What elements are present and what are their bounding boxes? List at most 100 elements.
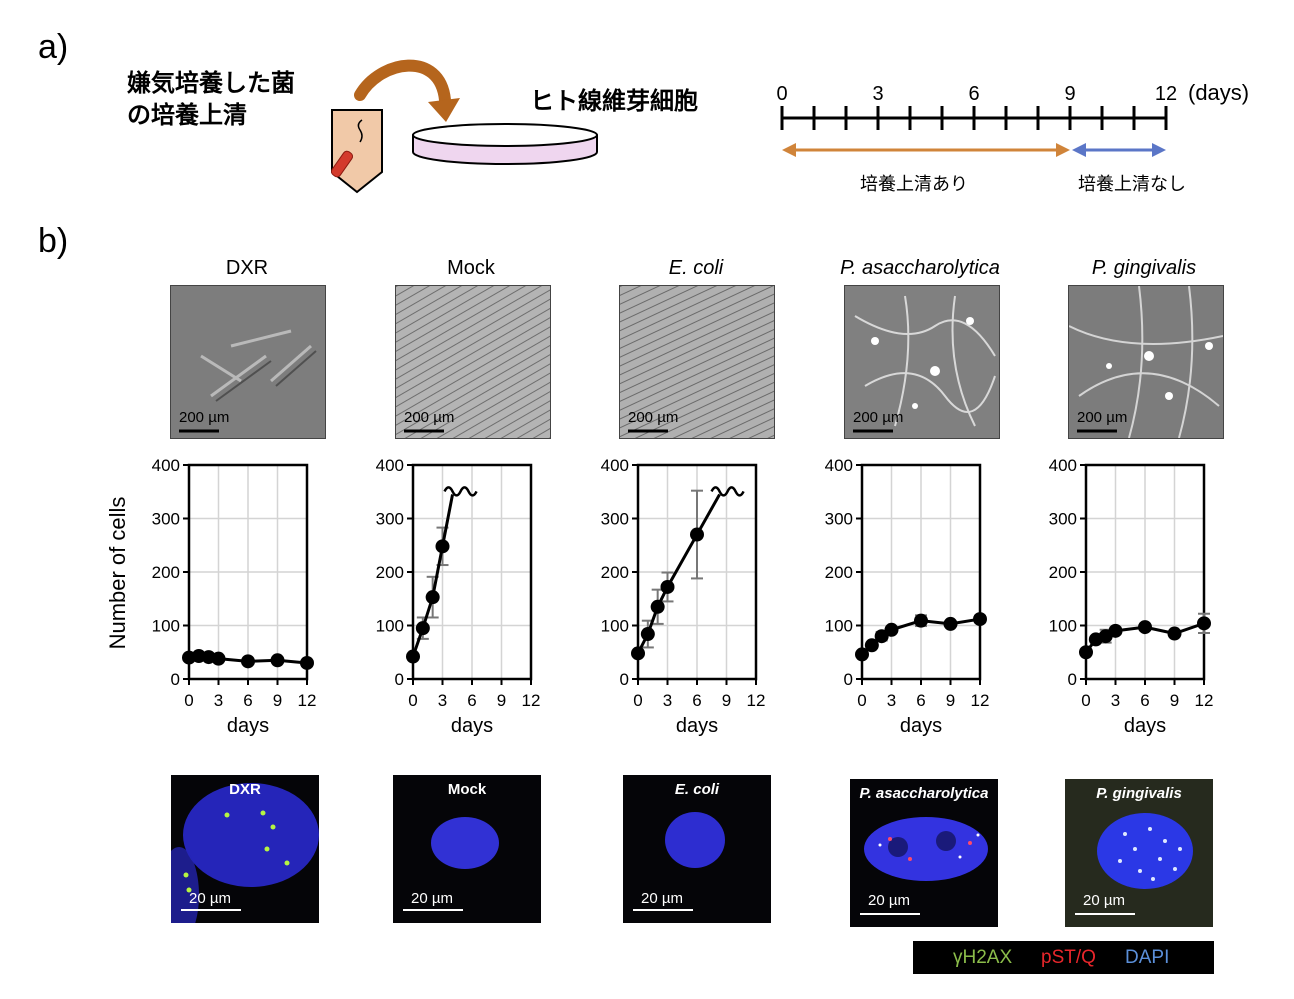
phase-scale-p-asaccharolytica: 200 µm xyxy=(853,409,904,426)
axis-break-mark xyxy=(710,486,745,497)
phase-image-ecoli: 200 µm xyxy=(619,285,775,439)
data-point xyxy=(1197,616,1211,631)
y-tick-label: 400 xyxy=(825,456,853,475)
data-point xyxy=(631,646,645,661)
legend-gh2ax: γH2AX xyxy=(953,947,1013,968)
y-tick-label: 300 xyxy=(152,510,180,529)
channel-legend: γH2AX pST/Q DAPI xyxy=(913,941,1214,974)
x-tick-label: 6 xyxy=(467,691,476,710)
x-tick-label: 3 xyxy=(214,691,223,710)
data-point xyxy=(425,590,440,605)
data-point xyxy=(270,653,285,668)
growth-chart-dxr: 0 100 200 300 400 0 3 6 9 12 days xyxy=(152,456,317,737)
y-tick-label: 400 xyxy=(376,456,404,475)
x-tick-label: 12 xyxy=(298,691,317,710)
phase-scale-dxr: 200 µm xyxy=(179,409,230,426)
x-tick-label: 3 xyxy=(663,691,672,710)
fluor-scale-p-gingivalis: 20 µm xyxy=(1083,892,1125,909)
growth-chart-ecoli: 0 100 200 300 400 0 3 6 9 12 days xyxy=(601,456,766,737)
phase-image-mock: 200 µm xyxy=(395,285,551,439)
y-tick-label: 0 xyxy=(1068,670,1077,689)
data-point xyxy=(650,599,665,614)
y-tick-label: 100 xyxy=(825,617,853,636)
phase-image-p-gingivalis: 200 µm xyxy=(1068,285,1224,439)
phase-scale-p-gingivalis: 200 µm xyxy=(1077,409,1128,426)
timeline-tick-0: 0 xyxy=(776,83,787,105)
x-axis-label: days xyxy=(1124,715,1166,737)
x-tick-label: 6 xyxy=(243,691,252,710)
supernatant-text-line2: の培養上清 xyxy=(127,101,247,129)
x-tick-label: 9 xyxy=(1170,691,1179,710)
y-tick-label: 100 xyxy=(1049,617,1077,636)
x-axis-label: days xyxy=(227,715,269,737)
x-tick-label: 9 xyxy=(946,691,955,710)
y-tick-label: 200 xyxy=(1049,563,1077,582)
panel-b-label: b) xyxy=(38,222,69,260)
x-tick-label: 6 xyxy=(916,691,925,710)
x-tick-label: 9 xyxy=(722,691,731,710)
y-tick-label: 0 xyxy=(395,670,404,689)
y-tick-label: 300 xyxy=(376,510,404,529)
culture-tube xyxy=(331,109,383,194)
data-point xyxy=(914,613,928,628)
legend-dapi: DAPI xyxy=(1125,947,1170,968)
culture-transfer-illustration xyxy=(330,59,598,194)
col-title-mock: Mock xyxy=(447,257,495,279)
x-tick-label: 3 xyxy=(438,691,447,710)
data-point xyxy=(973,612,987,627)
fluor-scale-mock: 20 µm xyxy=(411,890,453,907)
x-tick-label: 6 xyxy=(1140,691,1149,710)
y-tick-label: 0 xyxy=(620,670,629,689)
col-title-dxr: DXR xyxy=(225,257,269,279)
without-supernatant-label: 培養上清なし xyxy=(1078,174,1186,195)
x-tick-label: 9 xyxy=(497,691,506,710)
fluor-title-ecoli: E. coli xyxy=(674,781,720,798)
y-tick-label: 400 xyxy=(601,456,629,475)
timeline-tick-12: 12 xyxy=(1155,83,1177,105)
phase-scale-ecoli: 200 µm xyxy=(628,409,679,426)
y-tick-label: 100 xyxy=(152,617,180,636)
x-tick-label: 0 xyxy=(1081,691,1090,710)
x-tick-label: 3 xyxy=(887,691,896,710)
x-tick-label: 12 xyxy=(522,691,541,710)
col-title-p-gingivalis: P. gingivalis xyxy=(1091,257,1197,279)
x-tick-label: 0 xyxy=(857,691,866,710)
y-axis-label: Number of cells xyxy=(105,496,130,650)
timeline-tick-3: 3 xyxy=(872,83,883,105)
fluor-image-p-gingivalis: P. gingivalis 20 µm xyxy=(1065,779,1213,927)
data-point xyxy=(1079,645,1093,660)
data-point xyxy=(640,627,655,642)
transfer-arrow-head xyxy=(428,98,460,122)
phase-image-dxr: 200 µm xyxy=(170,285,326,439)
phase-image-p-asaccharolytica: 200 µm xyxy=(844,285,1000,439)
x-axis-label: days xyxy=(451,715,493,737)
phase-scale-mock: 200 µm xyxy=(404,409,455,426)
fluor-image-dxr: DXR 20 µm xyxy=(171,775,319,923)
growth-chart-p-asaccharolytica: 0 100 200 300 400 0 3 6 9 12 days xyxy=(825,456,990,737)
x-tick-label: 3 xyxy=(1111,691,1120,710)
supernatant-text-line1: 嫌気培養した菌 xyxy=(127,69,295,97)
fluor-scale-p-asaccharolytica: 20 µm xyxy=(868,892,910,909)
legend-pstq: pST/Q xyxy=(1041,947,1096,968)
y-tick-label: 300 xyxy=(825,510,853,529)
fluor-image-p-asaccharolytica: P. asaccharolytica 20 µm xyxy=(850,779,998,927)
fluor-title-p-gingivalis: P. gingivalis xyxy=(1096,785,1182,802)
fluor-image-mock: Mock 20 µm xyxy=(393,775,541,923)
y-tick-label: 200 xyxy=(152,563,180,582)
data-point xyxy=(435,539,450,554)
fluor-scale-ecoli: 20 µm xyxy=(641,890,683,907)
timeline-tick-9: 9 xyxy=(1064,83,1075,105)
x-tick-label: 9 xyxy=(273,691,282,710)
data-point xyxy=(1167,626,1182,641)
data-point xyxy=(1138,620,1152,635)
y-tick-label: 300 xyxy=(1049,510,1077,529)
x-tick-label: 12 xyxy=(971,691,990,710)
fluor-title-p-asaccharolytica: P. asaccharolytica xyxy=(859,785,989,802)
y-tick-label: 400 xyxy=(152,456,180,475)
x-tick-label: 0 xyxy=(633,691,642,710)
timeline-unit: (days) xyxy=(1188,80,1249,105)
bacteria-rod xyxy=(330,150,354,178)
y-tick-label: 0 xyxy=(171,670,180,689)
y-tick-label: 200 xyxy=(825,563,853,582)
data-point xyxy=(855,647,869,662)
